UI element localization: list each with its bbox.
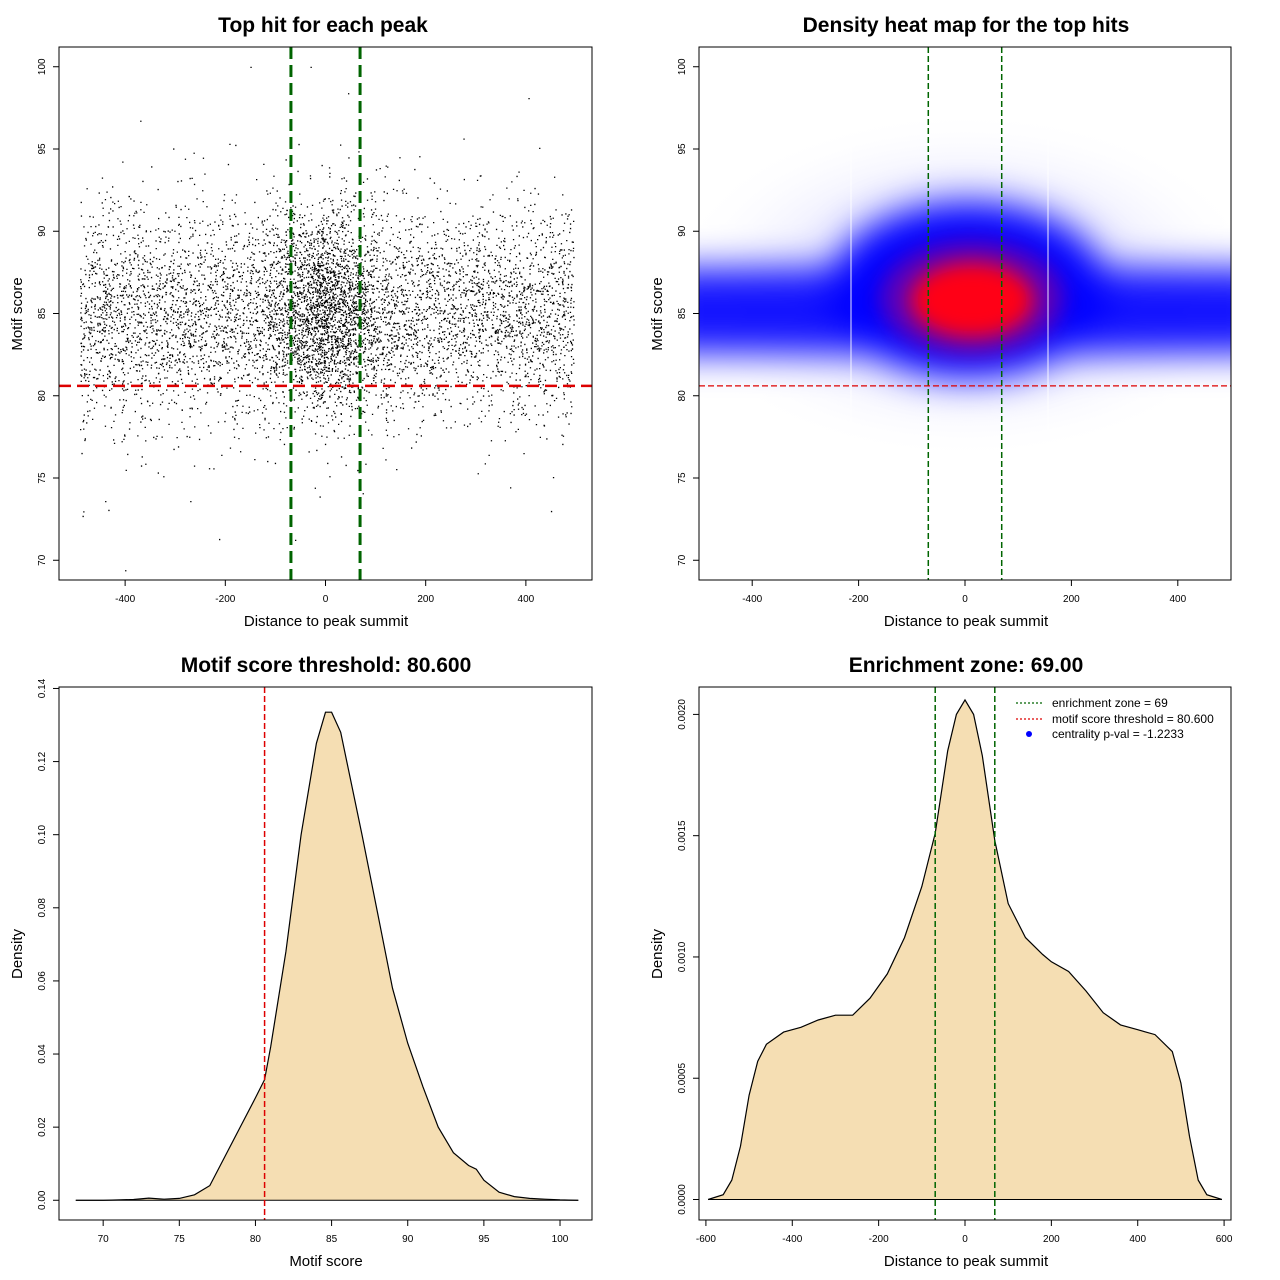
motif-density-x-ticks: 70 75 80 85 90 95 100	[98, 1220, 569, 1245]
x-tick-label: -400	[782, 1234, 802, 1245]
scatter-points	[80, 66, 575, 572]
x-tick-label: 0	[323, 594, 329, 605]
panel-scatter: Top hit for each peak -400 -200 0 200 400 70…	[9, 14, 593, 630]
x-tick-label: -600	[696, 1234, 716, 1245]
y-tick-label: 95	[677, 143, 688, 155]
x-tick-label: -200	[215, 594, 235, 605]
heatmap-y-label: Motif score	[649, 277, 666, 350]
heatmap-x-ticks: -400 -200 0 200 400	[742, 580, 1187, 605]
x-tick-label: 400	[518, 594, 535, 605]
density-area	[708, 699, 1222, 1200]
x-tick-label: 85	[326, 1234, 338, 1245]
heatmap-title: Density heat map for the top hits	[803, 14, 1130, 37]
y-tick-label: 0.0015	[677, 820, 688, 851]
legend: enrichment zone = 69 motif score thresho…	[1016, 696, 1214, 741]
x-tick-label: 0	[962, 594, 968, 605]
x-tick-label: 95	[478, 1234, 490, 1245]
distance-density-y-ticks: 0.0000 0.0005 0.0010 0.0015 0.0020	[677, 699, 699, 1215]
panel-motif-density: Motif score threshold: 80.600 70 75 80 85 90…	[9, 654, 593, 1270]
heatmap-density	[699, 47, 1231, 580]
y-tick-label: 0.08	[37, 898, 48, 918]
distance-density-y-label: Density	[649, 928, 666, 979]
x-tick-label: 75	[174, 1234, 186, 1245]
y-tick-label: 0.12	[37, 751, 48, 771]
scatter-point-cloud	[80, 66, 575, 572]
scatter-y-ticks: 70 75 80 85 90 95 100	[37, 58, 59, 566]
y-tick-label: 0.0000	[677, 1184, 688, 1215]
density-curve	[75, 711, 579, 1201]
y-tick-label: 75	[37, 472, 48, 484]
x-tick-label: -200	[849, 594, 869, 605]
motif-density-x-label: Motif score	[289, 1253, 362, 1270]
panel-distance-density: Enrichment zone: 69.00 -600 -400 -200 0 200 4…	[649, 654, 1233, 1270]
heatmap-y-ticks: 70 75 80 85 90 95 100	[677, 58, 699, 566]
distance-density-x-label: Distance to peak summit	[884, 1253, 1049, 1270]
y-tick-label: 70	[677, 554, 688, 566]
distance-density-x-ticks: -600 -400 -200 0 200 400 600	[696, 1220, 1233, 1245]
motif-density-y-label: Density	[9, 928, 26, 979]
panel-heatmap: Density heat map for the top hits -400 -2…	[649, 14, 1232, 630]
distance-density-marks	[707, 687, 1223, 1220]
y-tick-label: 0.0020	[677, 699, 688, 730]
y-tick-label: 75	[677, 472, 688, 484]
x-tick-label: 70	[98, 1234, 110, 1245]
heatmap-x-label: Distance to peak summit	[884, 613, 1049, 630]
motif-density-y-ticks: 0.00 0.02 0.04 0.06 0.08 0.10 0.12 0.14	[37, 678, 59, 1210]
y-tick-label: 80	[677, 390, 688, 402]
y-tick-label: 85	[37, 308, 48, 320]
y-tick-label: 100	[37, 58, 48, 75]
x-tick-label: -400	[115, 594, 135, 605]
x-tick-label: 0	[962, 1234, 968, 1245]
x-tick-label: 90	[402, 1234, 414, 1245]
x-tick-label: -200	[869, 1234, 889, 1245]
motif-density-title: Motif score threshold: 80.600	[181, 654, 472, 677]
scatter-y-label: Motif score	[9, 277, 26, 350]
y-tick-label: 0.0010	[677, 941, 688, 972]
y-tick-label: 0.06	[37, 971, 48, 991]
y-tick-label: 90	[37, 225, 48, 237]
x-tick-label: -400	[742, 594, 762, 605]
motif-density-marks	[75, 687, 579, 1220]
y-tick-label: 80	[37, 390, 48, 402]
y-tick-label: 95	[37, 143, 48, 155]
scatter-x-ticks: -400 -200 0 200 400	[115, 580, 535, 605]
x-tick-label: 200	[417, 594, 434, 605]
y-tick-label: 70	[37, 554, 48, 566]
heatmap-marks	[699, 47, 1231, 580]
motif-density-plot-frame	[58, 686, 593, 1221]
y-tick-label: 0.04	[37, 1044, 48, 1064]
x-tick-label: 400	[1169, 594, 1186, 605]
x-tick-label: 200	[1043, 1234, 1060, 1245]
x-tick-label: 100	[552, 1234, 569, 1245]
legend-threshold-label: motif score threshold = 80.600	[1052, 712, 1214, 726]
scatter-x-label: Distance to peak summit	[244, 613, 409, 630]
y-tick-label: 0.02	[37, 1117, 48, 1137]
y-tick-label: 0.00	[37, 1190, 48, 1210]
y-tick-label: 0.0005	[677, 1063, 688, 1094]
x-tick-label: 80	[250, 1234, 262, 1245]
heatmap-hotspot-edge	[880, 240, 1064, 356]
legend-pval-label: centrality p-val = -1.2233	[1052, 727, 1184, 741]
y-tick-label: 85	[677, 308, 688, 320]
scatter-title: Top hit for each peak	[218, 14, 428, 37]
y-tick-label: 90	[677, 225, 688, 237]
x-tick-label: 200	[1063, 594, 1080, 605]
x-tick-label: 600	[1216, 1234, 1233, 1245]
legend-pval-dot	[1026, 731, 1032, 737]
distance-density-title: Enrichment zone: 69.00	[849, 654, 1084, 677]
y-tick-label: 0.14	[37, 678, 48, 698]
y-tick-label: 100	[677, 58, 688, 75]
density-curve	[707, 698, 1223, 1201]
density-area	[75, 712, 579, 1201]
y-tick-label: 0.10	[37, 825, 48, 845]
x-tick-label: 400	[1129, 1234, 1146, 1245]
legend-zone-label: enrichment zone = 69	[1052, 696, 1168, 710]
